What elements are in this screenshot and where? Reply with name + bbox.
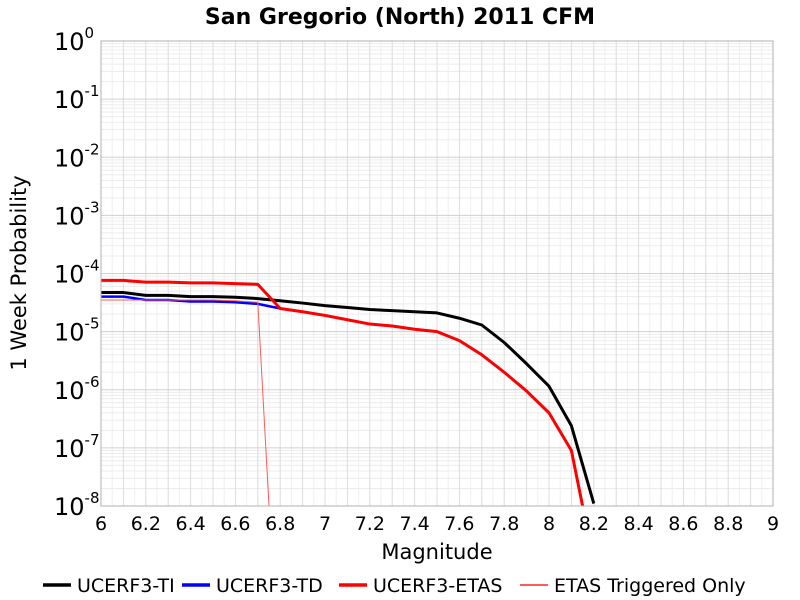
series-line-ucerf3-ti <box>101 291 596 505</box>
x-tick-label: 8 <box>543 513 555 535</box>
plot-border <box>100 40 774 507</box>
y-axis-label: 1 Week Probability <box>7 175 31 370</box>
x-tick-label: 7.8 <box>489 513 519 535</box>
legend-label: ETAS Triggered Only <box>554 575 746 597</box>
series-layer <box>101 278 596 506</box>
x-tick-label: 6.4 <box>175 513 205 535</box>
y-tick-label: 10-7 <box>54 431 100 463</box>
x-tick-label: 8.6 <box>668 513 698 535</box>
legend: UCERF3-TI UCERF3-TD UCERF3-ETAS ETAS Trigge… <box>43 575 746 597</box>
series-line-etas-triggered-only <box>101 299 270 506</box>
x-axis-label: Magnitude <box>381 540 492 564</box>
plot-area <box>100 40 774 507</box>
y-tick-label: 10-6 <box>54 373 100 405</box>
x-tick-label: 6.6 <box>220 513 250 535</box>
chart-title: San Gregorio (North) 2011 CFM <box>205 5 595 30</box>
x-tick-label: 6 <box>95 513 107 535</box>
x-tick-label: 8.8 <box>713 513 743 535</box>
legend-label: UCERF3-ETAS <box>373 575 502 597</box>
y-tick-label: 10-4 <box>54 257 100 289</box>
y-tick-label: 10-2 <box>54 140 100 172</box>
y-tick-label: 10-3 <box>54 198 100 230</box>
x-tick-labels: 6 6.2 6.4 6.6 6.8 7 7.2 7.4 7.6 7.8 8 8.2 8.4 8.6 8.8 9 <box>95 513 779 535</box>
y-tick-label: 10-8 <box>54 489 100 521</box>
y-tick-label: 100 <box>54 24 94 56</box>
x-tick-label: 7.2 <box>355 513 385 535</box>
series-line-ucerf3-etas <box>101 278 585 506</box>
y-tick-label: 10-5 <box>54 315 100 347</box>
y-tick-labels: 100 10-1 10-2 10-3 10-4 10-5 10-6 10-7 10-8 <box>54 24 100 521</box>
legend-label: UCERF3-TD <box>216 575 323 597</box>
x-tick-label: 9 <box>767 513 779 535</box>
x-tick-label: 6.8 <box>265 513 295 535</box>
x-tick-label: 7.6 <box>444 513 474 535</box>
x-tick-label: 6.2 <box>131 513 161 535</box>
x-tick-label: 7 <box>319 513 331 535</box>
x-tick-label: 7.4 <box>399 513 429 535</box>
x-tick-label: 8.2 <box>579 513 609 535</box>
legend-label: UCERF3-TI <box>77 575 175 597</box>
y-tick-label: 10-1 <box>54 82 100 114</box>
x-tick-label: 8.4 <box>623 513 653 535</box>
